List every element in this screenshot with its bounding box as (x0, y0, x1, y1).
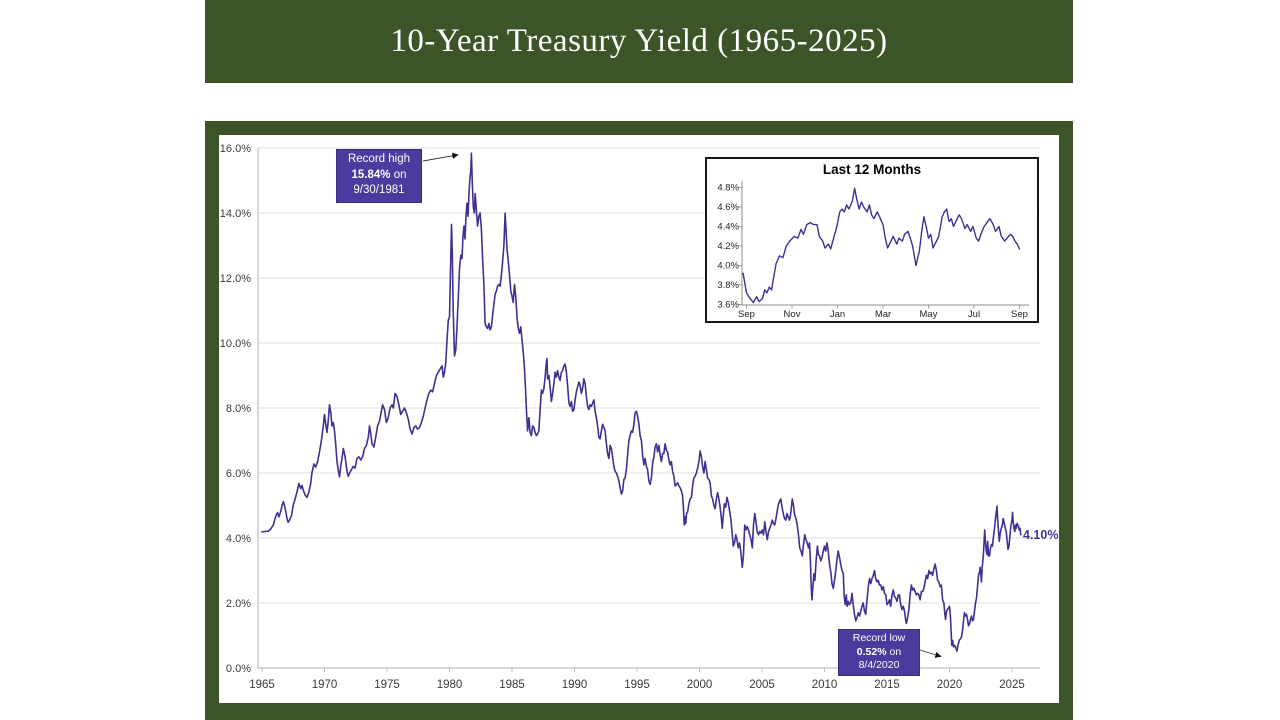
svg-text:3.8%: 3.8% (717, 280, 739, 291)
svg-text:Sep: Sep (1011, 309, 1028, 320)
svg-text:1970: 1970 (312, 679, 338, 691)
svg-text:3.6%: 3.6% (717, 300, 739, 311)
svg-text:14.0%: 14.0% (220, 208, 251, 220)
page-title: 10-Year Treasury Yield (1965-2025) (390, 23, 888, 59)
svg-text:1995: 1995 (624, 679, 650, 691)
record-low-label: Record low (852, 632, 906, 644)
svg-text:1980: 1980 (437, 679, 463, 691)
current-yield-label: 4.10% (1023, 528, 1059, 542)
inset-yield-chart: Sep Nov Jan Mar May Jul Sep3.6%3.8%4.0%4.2%4.4… (717, 181, 1029, 320)
svg-text:1965: 1965 (249, 679, 275, 691)
svg-text:4.6%: 4.6% (717, 202, 739, 213)
svg-text:2000: 2000 (687, 679, 713, 691)
svg-text:4.4%: 4.4% (717, 222, 739, 233)
svg-text:Jul: Jul (968, 309, 980, 320)
svg-text:Nov: Nov (784, 309, 801, 320)
svg-text:2025: 2025 (999, 679, 1025, 691)
record-low-annotation: Record low 0.52% on 8/4/2020 (838, 629, 920, 676)
record-high-date: 9/30/1981 (353, 184, 405, 196)
annotation-arrows (422, 152, 942, 658)
x-axis-ticks: 1965 1970 1975 1980 1985 1990 1995 2000 2005 2010… (249, 668, 1025, 691)
inset-panel: Last 12 Months Sep Nov Jan Mar May Jul Sep 3.6%… (705, 157, 1039, 323)
svg-text:4.0%: 4.0% (226, 533, 251, 545)
inset-yield-line (742, 187, 1021, 304)
svg-text:2015: 2015 (874, 679, 900, 691)
svg-text:Jan: Jan (830, 309, 845, 320)
svg-text:1990: 1990 (562, 679, 588, 691)
svg-text:May: May (920, 309, 938, 320)
svg-text:2005: 2005 (749, 679, 775, 691)
inset-axes (741, 181, 1029, 306)
svg-text:2.0%: 2.0% (226, 598, 251, 610)
svg-text:10.0%: 10.0% (220, 338, 251, 350)
y-axis-ticks: 0.0% 2.0% 4.0% 6.0% 8.0% 10.0% 12.0% 14.0% 16.0% (220, 143, 251, 675)
svg-text:4.8%: 4.8% (717, 183, 739, 194)
svg-text:12.0%: 12.0% (220, 273, 251, 285)
yield-line (261, 152, 1022, 652)
inset-title: Last 12 Months (822, 162, 922, 177)
svg-text:Mar: Mar (875, 309, 891, 320)
record-high-annotation: Record high 15.84% on 9/30/1981 (336, 149, 422, 203)
svg-text:4.0%: 4.0% (717, 261, 739, 272)
svg-text:1975: 1975 (374, 679, 400, 691)
title-banner: 10-Year Treasury Yield (1965-2025) (205, 0, 1073, 83)
svg-text:16.0%: 16.0% (220, 143, 251, 155)
svg-text:8.0%: 8.0% (226, 403, 251, 415)
svg-text:4.2%: 4.2% (717, 241, 739, 252)
inset-y-ticks: 3.6% 3.8% 4.0% 4.2% 4.4% 4.6% 4.8% (717, 183, 742, 311)
record-low-date: 8/4/2020 (858, 659, 900, 671)
record-low-value-line: 0.52% on (856, 645, 902, 658)
svg-text:2020: 2020 (937, 679, 963, 691)
record-high-value-line: 15.84% on (351, 168, 407, 181)
svg-text:6.0%: 6.0% (226, 468, 251, 480)
svg-text:Sep: Sep (738, 309, 755, 320)
record-high-label: Record high (347, 153, 410, 165)
inset-x-ticks: Sep Nov Jan Mar May Jul Sep (738, 305, 1028, 320)
svg-text:2010: 2010 (812, 679, 838, 691)
svg-text:1985: 1985 (499, 679, 525, 691)
svg-text:0.0%: 0.0% (226, 663, 251, 675)
